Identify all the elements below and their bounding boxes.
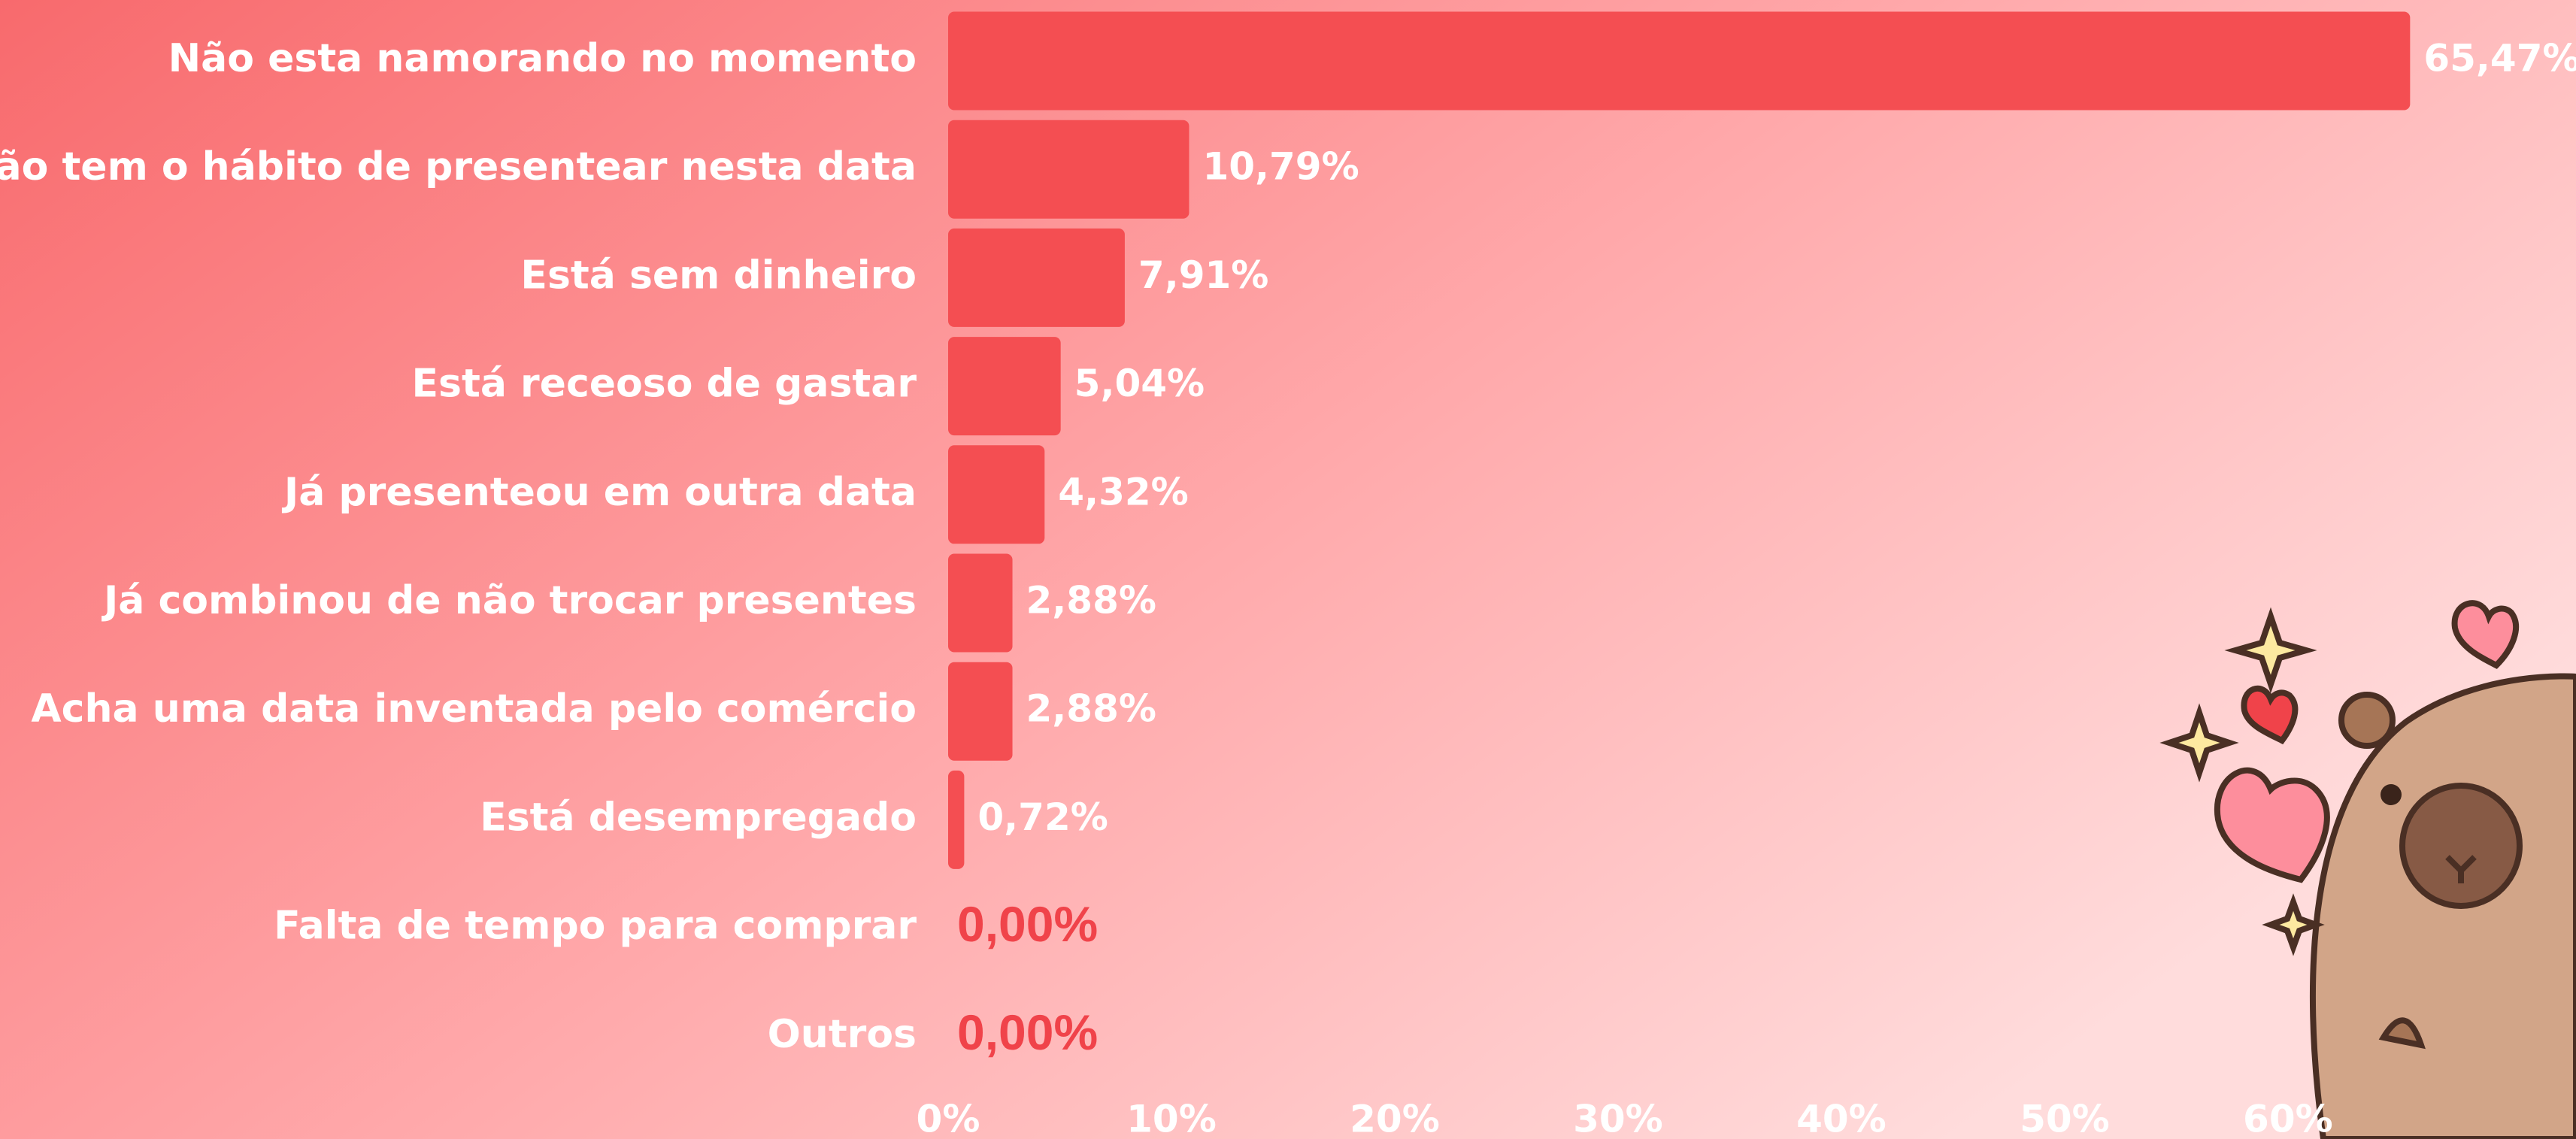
x-tick-label: 40%	[1796, 1098, 1887, 1139]
category-label: Está receoso de gastar	[412, 362, 917, 407]
value-label: 7,91%	[1138, 253, 1268, 297]
bar	[948, 445, 1045, 544]
bar	[948, 120, 1190, 219]
value-label: 65,47%	[2423, 37, 2576, 80]
category-label: Está desempregado	[480, 795, 917, 840]
category-label: Outros	[768, 1012, 917, 1057]
x-tick-label: 50%	[2020, 1098, 2110, 1139]
value-label: 0,00%	[957, 1004, 1098, 1060]
value-label: 2,88%	[1026, 579, 1156, 623]
x-tick-label: 20%	[1350, 1098, 1440, 1139]
value-label: 4,32%	[1058, 470, 1188, 513]
category-label: Acha uma data inventada pelo comércio	[31, 686, 917, 732]
category-label: Já combinou de não trocar presentes	[102, 578, 917, 623]
x-tick-label: 30%	[1573, 1098, 1663, 1139]
value-label: 2,88%	[1026, 687, 1156, 731]
bar	[948, 770, 965, 869]
bar	[948, 11, 2411, 111]
bar	[948, 553, 1013, 653]
category-label: Já presenteou em outra data	[282, 470, 917, 515]
category-label: Não esta namorando no momento	[168, 36, 917, 81]
bar	[948, 337, 1061, 436]
value-label: 10,79%	[1202, 145, 1359, 189]
category-label: Não tem o hábito de presentear nesta dat…	[0, 144, 917, 189]
value-label: 5,04%	[1074, 362, 1205, 405]
bar	[948, 228, 1125, 327]
category-label: Está sem dinheiro	[520, 253, 917, 298]
x-tick-label: 0%	[917, 1098, 980, 1139]
value-label: 0,72%	[977, 795, 1108, 839]
x-tick-label: 60%	[2243, 1098, 2333, 1139]
bar	[948, 662, 1013, 761]
category-label: Falta de tempo para comprar	[274, 904, 917, 949]
value-label: 0,00%	[957, 896, 1098, 952]
capybara-decoration	[2159, 600, 2576, 1139]
x-tick-label: 10%	[1126, 1098, 1217, 1139]
